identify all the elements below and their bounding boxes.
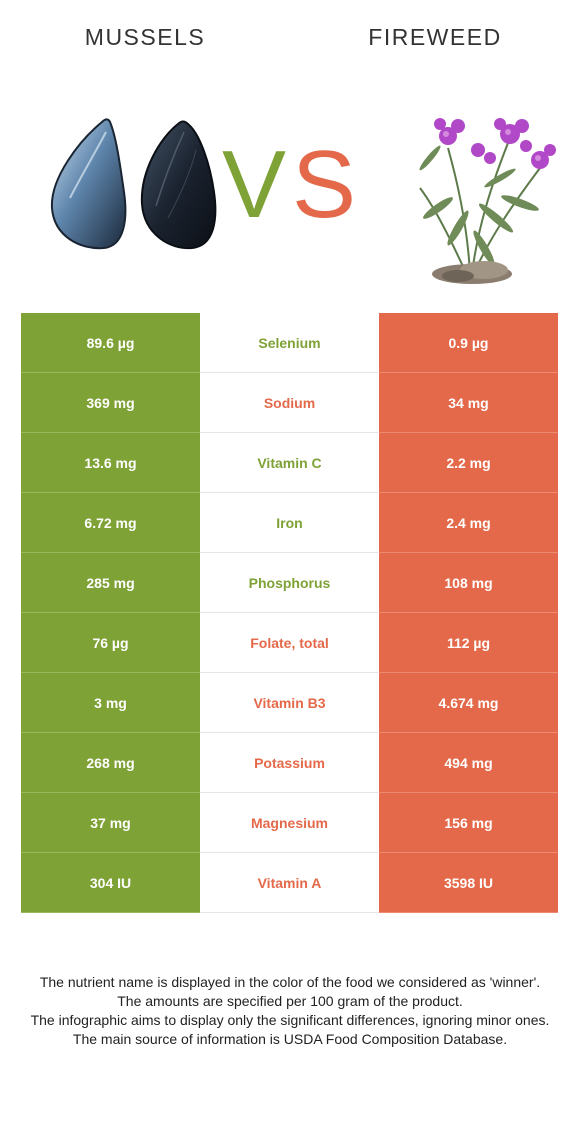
footnote-line: The infographic aims to display only the… <box>30 1012 550 1028</box>
nutrient-name: Folate, total <box>200 612 379 673</box>
nutrient-row: 6.72 mg Iron 2.4 mg <box>21 492 558 553</box>
right-value: 3598 IU <box>379 852 558 913</box>
nutrient-row: 89.6 µg Selenium 0.9 µg <box>21 313 558 373</box>
footnote-line: The nutrient name is displayed in the co… <box>39 974 541 990</box>
nutrient-name: Vitamin A <box>200 852 379 913</box>
left-value: 3 mg <box>21 672 200 733</box>
nutrient-name: Vitamin C <box>200 432 379 493</box>
footnote: The nutrient name is displayed in the co… <box>18 973 562 1049</box>
nutrient-row: 3 mg Vitamin B3 4.674 mg <box>21 672 558 733</box>
fireweed-image <box>400 88 570 298</box>
left-value: 285 mg <box>21 552 200 613</box>
left-value: 89.6 µg <box>21 313 200 373</box>
nutrient-name: Vitamin B3 <box>200 672 379 733</box>
vs-v-letter: V <box>222 131 287 238</box>
right-value: 0.9 µg <box>379 313 558 373</box>
left-value: 13.6 mg <box>21 432 200 493</box>
right-value: 34 mg <box>379 372 558 433</box>
left-value: 268 mg <box>21 732 200 793</box>
nutrient-name: Potassium <box>200 732 379 793</box>
nutrient-name: Iron <box>200 492 379 553</box>
nutrient-name: Selenium <box>200 313 379 373</box>
right-value: 2.2 mg <box>379 432 558 493</box>
nutrient-name: Phosphorus <box>200 552 379 613</box>
nutrient-comparison-table: 89.6 µg Selenium 0.9 µg 369 mg Sodium 34 mg 13… <box>21 313 558 913</box>
nutrient-row: 37 mg Magnesium 156 mg <box>21 792 558 853</box>
right-value: 4.674 mg <box>379 672 558 733</box>
vs-s-letter: S <box>292 131 357 238</box>
footnote-line: The amounts are specified per 100 gram o… <box>117 993 463 1009</box>
nutrient-name: Magnesium <box>200 792 379 853</box>
nutrient-row: 369 mg Sodium 34 mg <box>21 372 558 433</box>
footnote-line: The main source of information is USDA F… <box>72 1031 508 1047</box>
nutrient-row: 76 µg Folate, total 112 µg <box>21 612 558 673</box>
nutrient-row: 13.6 mg Vitamin C 2.2 mg <box>21 432 558 493</box>
left-food-title: MUSSELS <box>84 24 206 50</box>
right-value: 494 mg <box>379 732 558 793</box>
left-value: 37 mg <box>21 792 200 853</box>
left-value: 76 µg <box>21 612 200 673</box>
left-value: 369 mg <box>21 372 200 433</box>
right-value: 112 µg <box>379 612 558 673</box>
right-value: 108 mg <box>379 552 558 613</box>
mussels-image <box>40 88 230 298</box>
left-value: 304 IU <box>21 852 200 913</box>
nutrient-row: 268 mg Potassium 494 mg <box>21 732 558 793</box>
vs-label: V S <box>222 131 356 238</box>
right-food-title: FIREWEED <box>368 24 502 50</box>
nutrient-row: 285 mg Phosphorus 108 mg <box>21 552 558 613</box>
nutrient-row: 304 IU Vitamin A 3598 IU <box>21 852 558 913</box>
left-value: 6.72 mg <box>21 492 200 553</box>
right-value: 2.4 mg <box>379 492 558 553</box>
right-value: 156 mg <box>379 792 558 853</box>
nutrient-name: Sodium <box>200 372 379 433</box>
